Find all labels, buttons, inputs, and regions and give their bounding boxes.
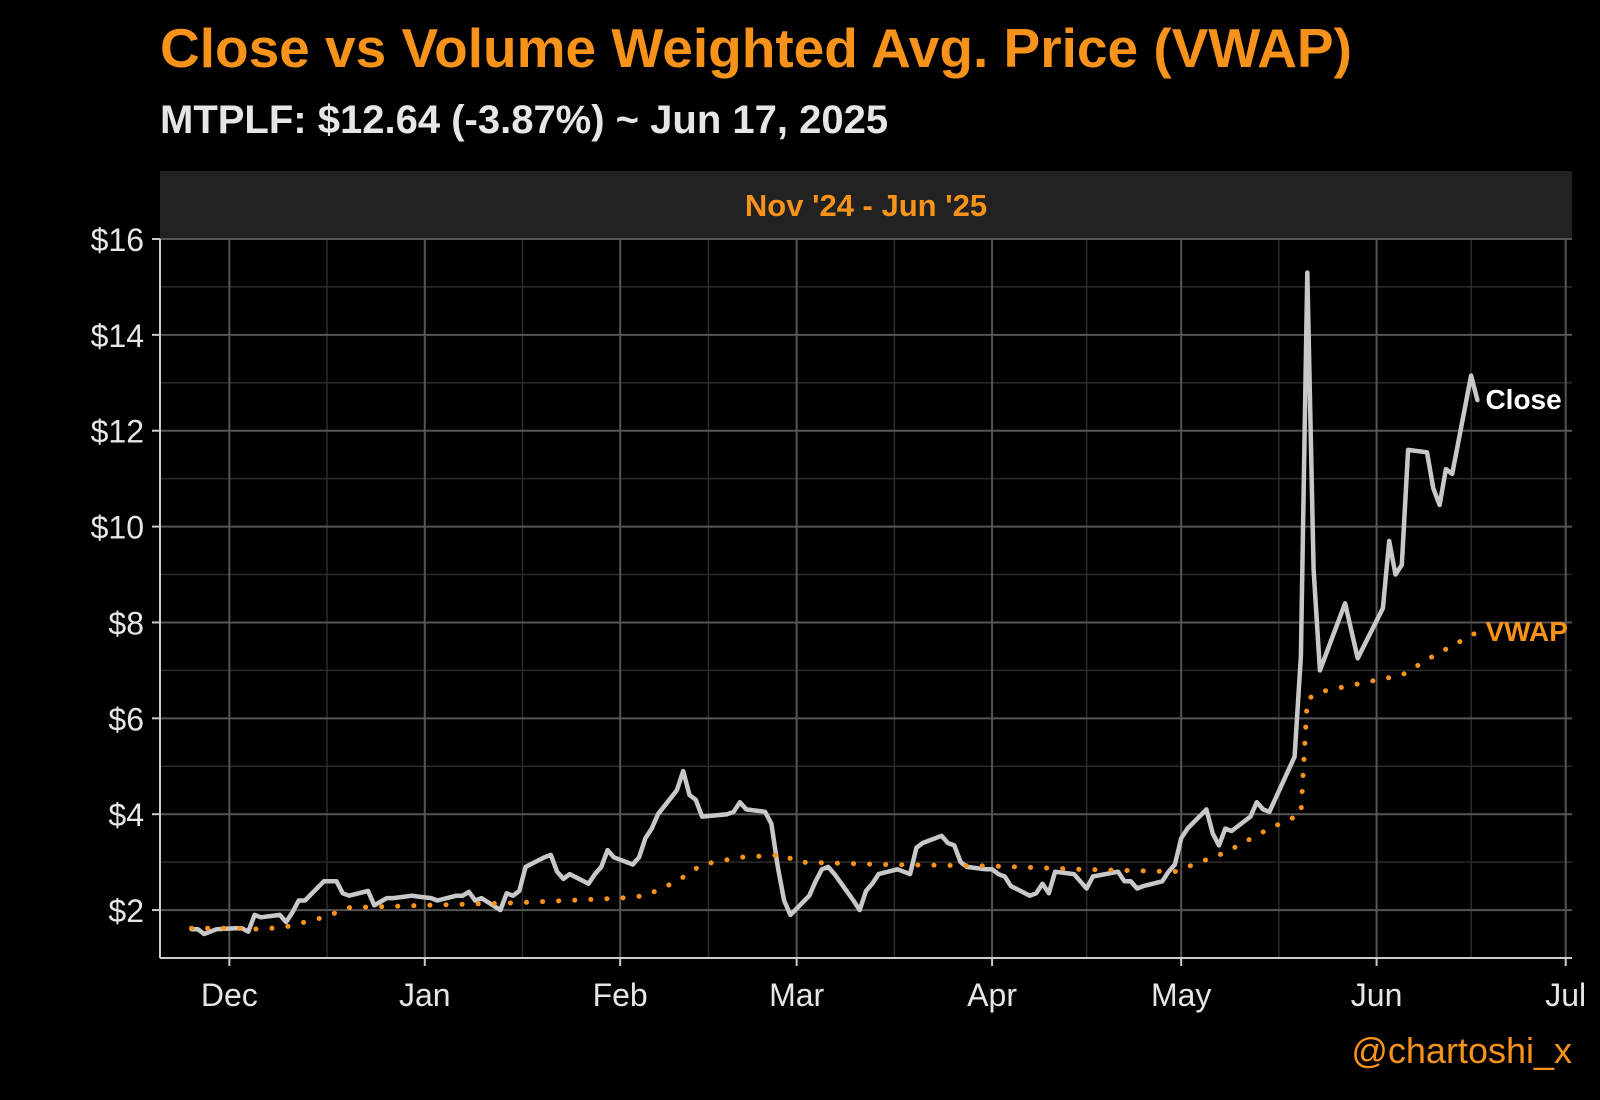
x-tick-label: Feb xyxy=(593,977,648,1013)
series-labels: Close VWAP xyxy=(1485,384,1567,647)
vwap-series-line xyxy=(189,629,1480,932)
close-series-label: Close xyxy=(1485,384,1561,415)
y-tick-label: $4 xyxy=(108,797,144,833)
y-tick-label: $14 xyxy=(91,318,144,354)
panel-strip xyxy=(160,171,1572,239)
y-tick-label: $16 xyxy=(91,222,144,258)
x-tick-label: Jun xyxy=(1351,977,1403,1013)
watermark: @chartoshi_x xyxy=(1351,1030,1572,1071)
x-tick-label: May xyxy=(1151,977,1211,1013)
series-layer xyxy=(189,270,1480,937)
y-tick-label: $2 xyxy=(108,893,144,929)
chart-title: Close vs Volume Weighted Avg. Price (VWA… xyxy=(160,17,1352,79)
vwap-series-label: VWAP xyxy=(1485,616,1567,647)
x-tick-label: Dec xyxy=(201,977,258,1013)
x-axis-ticks: Dec Jan Feb Mar Apr May Jun Jul xyxy=(201,977,1586,1013)
y-tick-label: $10 xyxy=(91,510,144,546)
close-series-line xyxy=(189,270,1480,937)
panel-label: Nov '24 - Jun '25 xyxy=(745,188,987,223)
grid-major xyxy=(160,238,1572,958)
x-tick-label: Jul xyxy=(1545,977,1586,1013)
y-axis-ticks: $2 $4 $6 $8 $10 $12 $14 $16 xyxy=(91,222,144,929)
y-tick-label: $6 xyxy=(108,701,144,737)
chart-subtitle: MTPLF: $12.64 (-3.87%) ~ Jun 17, 2025 xyxy=(160,98,889,142)
y-tick-label: $12 xyxy=(91,414,144,450)
x-tick-label: Jan xyxy=(399,977,451,1013)
x-tick-label: Mar xyxy=(769,977,824,1013)
x-tick-label: Apr xyxy=(967,977,1017,1013)
axes xyxy=(152,238,1572,966)
grid-minor xyxy=(160,239,1572,958)
y-tick-label: $8 xyxy=(108,605,144,641)
